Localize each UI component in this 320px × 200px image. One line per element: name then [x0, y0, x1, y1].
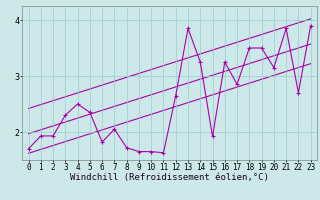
X-axis label: Windchill (Refroidissement éolien,°C): Windchill (Refroidissement éolien,°C): [70, 173, 269, 182]
